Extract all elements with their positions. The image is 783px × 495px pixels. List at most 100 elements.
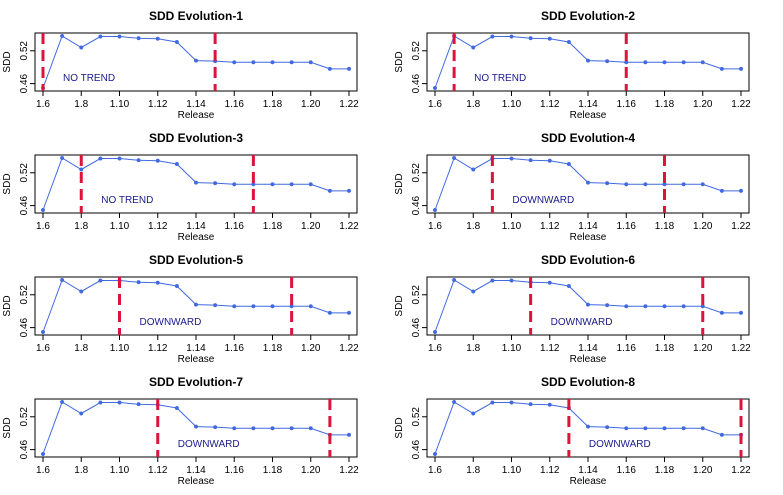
data-point [136,158,141,163]
data-point [213,303,218,308]
data-point [98,400,103,405]
y-tick-label: 0.52 [19,41,30,61]
data-point [662,426,667,431]
data-point [490,278,495,283]
chart-panel-6: SDD Evolution-6 1.6 1.8 1.10 1.12 1.14 1.16 1.1… [394,253,751,365]
x-tick-label: 1.16 [225,221,245,232]
data-point [509,34,514,39]
data-point [719,66,724,71]
x-axis-label: Release [178,110,215,121]
y-axis-label: SDD [2,417,13,438]
data-point [308,304,313,309]
data-point [700,304,705,309]
data-point [289,60,294,65]
x-axis-label: Release [570,354,607,365]
data-point [40,451,46,457]
x-tick-label: 1.10 [502,343,522,354]
data-point [193,180,199,185]
data-point [719,432,724,437]
data-point [585,424,591,429]
data-point [719,188,724,193]
data-point [346,188,352,193]
chart-panel-3: SDD Evolution-3 1.6 1.8 1.10 1.12 1.14 1.16 1.1… [2,131,359,243]
y-tick-label: 0.46 [411,439,422,459]
x-tick-label: 1.20 [693,99,713,110]
x-tick-label: 1.6 [36,221,50,232]
x-axis-label: Release [570,232,607,243]
data-point [662,60,667,65]
chart-title: SDD Evolution-6 [541,253,635,267]
x-tick-label: 1.14 [578,343,598,354]
data-point [662,182,667,187]
data-point [566,283,571,289]
x-tick-label: 1.6 [428,343,442,354]
chart-title: SDD Evolution-2 [541,9,635,23]
data-point [547,280,552,285]
data-point [432,85,438,91]
data-point [346,310,352,315]
data-point [327,66,332,71]
y-axis-label: SDD [394,417,405,438]
chart-panel-5: SDD Evolution-5 1.6 1.8 1.10 1.12 1.14 1.16 1.1… [2,253,359,365]
x-tick-label: 1.8 [466,465,480,476]
data-point [605,303,610,308]
data-point [452,399,457,405]
data-point [289,182,294,187]
x-tick-label: 1.10 [110,221,130,232]
x-tick-label: 1.18 [655,221,675,232]
data-point [605,181,610,186]
data-point [270,304,275,309]
chart-panel-2: SDD Evolution-2 1.6 1.8 1.10 1.12 1.14 1.16 1.1… [394,9,751,121]
data-point [60,399,65,405]
data-point [738,66,744,71]
x-tick-label: 1.8 [466,343,480,354]
data-point [232,182,237,187]
data-point [213,425,218,430]
data-point [270,60,275,65]
x-tick-label: 1.10 [502,221,522,232]
y-tick-label: 0.52 [411,285,422,305]
x-tick-label: 1.18 [263,343,283,354]
x-tick-label: 1.20 [693,343,713,354]
data-point [79,167,84,172]
x-tick-label: 1.14 [186,221,206,232]
x-tick-label: 1.12 [540,99,560,110]
x-tick-label: 1.20 [301,465,321,476]
x-tick-label: 1.12 [540,221,560,232]
data-point [528,402,533,407]
x-tick-label: 1.14 [578,465,598,476]
data-point [251,60,256,65]
x-axis-label: Release [178,476,215,487]
x-tick-label: 1.8 [466,221,480,232]
x-tick-label: 1.12 [148,221,168,232]
y-tick-label: 0.46 [411,73,422,93]
x-tick-label: 1.6 [36,343,50,354]
x-tick-label: 1.12 [540,343,560,354]
data-point [270,426,275,431]
y-tick-label: 0.52 [411,41,422,61]
data-point [547,158,552,163]
y-tick-label: 0.46 [411,317,422,337]
x-axis-label: Release [570,476,607,487]
data-point [509,278,514,283]
data-point [585,58,591,63]
data-point [40,329,46,335]
data-point [509,400,514,405]
x-tick-label: 1.10 [110,343,130,354]
data-point [605,425,610,430]
x-tick-label: 1.14 [186,343,206,354]
x-axis-label: Release [178,232,215,243]
chart-panel-4: SDD Evolution-4 1.6 1.8 1.10 1.12 1.14 1.16 1.1… [394,131,751,243]
y-tick-label: 0.46 [19,73,30,93]
x-tick-label: 1.10 [110,465,130,476]
data-point [136,402,141,407]
data-point [79,289,84,294]
x-tick-label: 1.22 [731,99,751,110]
chart-title: SDD Evolution-3 [149,131,243,145]
data-point [528,158,533,163]
x-tick-label: 1.22 [339,99,359,110]
data-point [79,411,84,416]
data-point [327,310,332,315]
y-tick-label: 0.46 [411,195,422,215]
